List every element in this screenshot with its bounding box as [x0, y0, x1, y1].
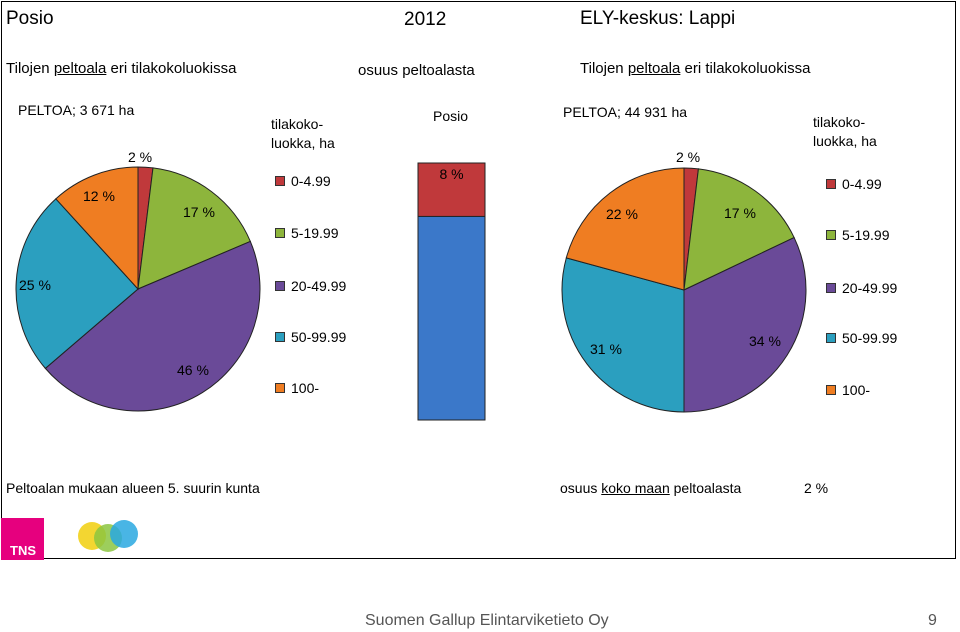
left-pie-slice-3 [15, 198, 139, 370]
left-pie-slice-label-1: 17 % [183, 204, 215, 220]
year-title: 2012 [404, 9, 447, 30]
legend-swatch [275, 281, 285, 291]
partner-logo-icon [78, 520, 138, 552]
left-pie-title: PELTOA; 3 671 ha [18, 102, 135, 118]
bar-remainder-segment [417, 215, 486, 421]
left-pie-slice-label-2: 46 % [177, 362, 209, 378]
legend-swatch [826, 333, 836, 343]
right-legend-item-20-49: 20-49.99 [826, 280, 897, 296]
right-pie-slice-label-0: 2 % [676, 149, 700, 165]
left-legend-title: tilakoko-luokka, ha [271, 116, 335, 151]
right-subtitle: Tilojen peltoala eri tilakokoluokissa [580, 60, 811, 77]
right-pie-slice-label-2: 34 % [749, 333, 781, 349]
middle-subtitle: osuus peltoalasta [358, 62, 475, 79]
legend-swatch [275, 332, 285, 342]
left-subtitle: Tilojen peltoala eri tilakokoluokissa [6, 60, 237, 77]
left-legend-item-50-99: 50-99.99 [275, 329, 346, 345]
right-pie-slice-label-1: 17 % [724, 205, 756, 221]
ely-title: ELY-keskus: Lappi [580, 8, 736, 29]
region-title: Posio [6, 8, 54, 29]
legend-swatch [826, 283, 836, 293]
bar-value-label: 8 % [439, 166, 463, 182]
left-pie-slice-2 [44, 240, 261, 412]
left-pie-chart: 2 % 17 % 46 % 25 % 12 % [15, 149, 261, 412]
left-pie-slice-label-0: 2 % [128, 149, 152, 165]
tns-logo: TNS [1, 518, 44, 560]
share-bar-chart: 8 % [417, 162, 486, 421]
legend-swatch [275, 176, 285, 186]
footer-share-text: osuus koko maan peltoalasta [560, 480, 742, 496]
right-pie-slice-1 [683, 168, 795, 291]
footer-rank-text: Peltoalan mukaan alueen 5. suurin kunta [6, 480, 260, 496]
page-number: 9 [928, 612, 937, 629]
company-name: Suomen Gallup Elintarviketieto Oy [365, 612, 609, 629]
left-pie-slice-4 [55, 166, 139, 291]
left-legend-item-100: 100- [275, 380, 319, 396]
left-legend-item-0-4: 0-4.99 [275, 173, 331, 189]
right-pie-slice-3 [561, 257, 685, 413]
right-legend-item-50-99: 50-99.99 [826, 330, 897, 346]
right-legend-title: tilakoko-luokka, ha [813, 114, 877, 149]
left-pie-slice-label-3: 25 % [19, 277, 51, 293]
right-pie-slice-label-3: 31 % [590, 341, 622, 357]
left-legend-item-5-19: 5-19.99 [275, 225, 338, 241]
right-pie-chart: 2 % 17 % 34 % 31 % 22 % [561, 149, 807, 413]
right-legend-item-5-19: 5-19.99 [826, 227, 889, 243]
right-pie-slice-label-4: 22 % [606, 206, 638, 222]
right-pie-slice-4 [565, 167, 685, 291]
legend-swatch [275, 228, 285, 238]
right-legend-item-0-4: 0-4.99 [826, 176, 882, 192]
left-pie-slice-label-4: 12 % [83, 188, 115, 204]
left-pie-slice-1 [137, 167, 252, 290]
left-legend-item-20-49: 20-49.99 [275, 278, 346, 294]
footer-share-value: 2 % [804, 480, 829, 496]
bar-share-segment [417, 162, 486, 217]
right-pie-title: PELTOA; 44 931 ha [563, 104, 688, 120]
right-legend-item-100: 100- [826, 382, 870, 398]
legend-swatch [826, 179, 836, 189]
legend-swatch [275, 383, 285, 393]
right-pie-slice-2 [683, 236, 807, 413]
legend-swatch [826, 230, 836, 240]
legend-swatch [826, 385, 836, 395]
slide-frame [1, 1, 956, 559]
bar-title: Posio [433, 108, 469, 124]
